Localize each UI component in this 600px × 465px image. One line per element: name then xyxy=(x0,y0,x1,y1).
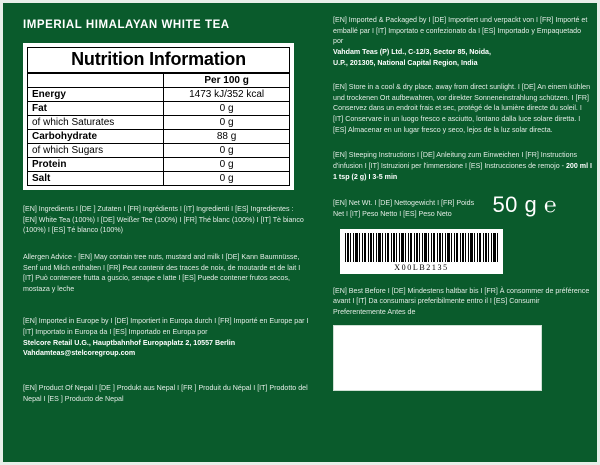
nutrition-table: Nutrition Information Per 100 g Energy 1… xyxy=(26,47,290,186)
net-weight-value: 50 g xyxy=(492,192,538,218)
net-weight-display: 50 g ℮ xyxy=(492,192,557,218)
steeping-instructions-text: [EN] Steeping Instructions I [DE] Anleit… xyxy=(333,151,578,171)
importer-email: Vahdamteas@stelcoregroup.com xyxy=(23,349,136,358)
imported-in-europe-text: [EN] Imported in Europe by I [DE] Import… xyxy=(23,317,309,337)
packager-address-line-2: U.P., 201305, National Capital Region, I… xyxy=(333,58,478,67)
barcode-number: X00LB2135 xyxy=(394,262,449,272)
net-weight-block: [EN] Net Wt. I [DE] Nettogewicht I [FR] … xyxy=(329,192,593,219)
left-column: IMPERIAL HIMALAYAN WHITE TEA Nutrition I… xyxy=(3,3,321,462)
packager-address-line-1: Vahdam Teas (P) Ltd., C-12/3, Sector 85,… xyxy=(333,47,491,56)
nutrition-header-blank xyxy=(26,72,165,88)
right-column: [EN] Imported & Packaged by I [DE] Impor… xyxy=(321,3,597,462)
steeping-instructions-block: [EN] Steeping Instructions I [DE] Anleit… xyxy=(333,150,593,182)
table-row: Fat 0 g xyxy=(26,101,290,116)
barcode: X00LB2135 xyxy=(340,228,503,274)
table-row: of which Saturates 0 g xyxy=(26,115,290,130)
nutrient-name: Salt xyxy=(26,171,165,186)
nutrient-value: 0 g xyxy=(163,115,290,130)
nutrient-value: 0 g xyxy=(163,171,290,186)
steeping-parameters: 200 ml I 1 tsp (2 g) I 3-5 min xyxy=(333,162,592,181)
nutrition-information-panel: Nutrition Information Per 100 g Energy 1… xyxy=(23,43,294,190)
nutrition-header-row: Per 100 g xyxy=(26,72,290,88)
estimated-sign-icon: ℮ xyxy=(543,194,557,218)
nutrient-name: Fat xyxy=(26,101,165,116)
page-title: IMPERIAL HIMALAYAN WHITE TEA xyxy=(23,19,230,31)
net-weight-text: [EN] Net Wt. I [DE] Nettogewicht I [FR] … xyxy=(333,199,475,218)
table-row: Energy 1473 kJ/352 kcal xyxy=(26,87,290,102)
imported-packaged-block: [EN] Imported & Packaged by I [DE] Impor… xyxy=(329,15,593,68)
allergen-advice-text: Allergen Advice - [EN] May contain tree … xyxy=(23,252,301,293)
nutrient-value: 88 g xyxy=(163,129,290,144)
nutrient-value: 0 g xyxy=(163,143,290,158)
imported-in-europe-block: [EN] Imported in Europe by I [DE] Import… xyxy=(19,316,309,359)
storage-instructions-text: [EN] Store in a cool & dry place, away f… xyxy=(333,83,591,134)
table-row: Protein 0 g xyxy=(26,157,290,172)
nutrient-name: Carbohydrate xyxy=(26,129,165,144)
barcode-bars-icon xyxy=(345,232,498,262)
importer-address: Stelcore Retail U.G., Hauptbahnhof Europ… xyxy=(23,338,236,347)
nutrient-value: 0 g xyxy=(163,101,290,116)
nutrition-title-row: Nutrition Information xyxy=(27,47,290,74)
table-row: Salt 0 g xyxy=(26,171,290,186)
table-row: Carbohydrate 88 g xyxy=(26,129,290,144)
nutrient-name: of which Sugars xyxy=(26,143,165,158)
nutrient-value: 1473 kJ/352 kcal xyxy=(163,87,290,102)
nutrient-name: of which Saturates xyxy=(26,115,165,130)
table-row: of which Sugars 0 g xyxy=(26,143,290,158)
nutrition-title: Nutrition Information xyxy=(27,47,290,74)
product-of-nepal-text: [EN] Product Of Nepal I [DE ] Produkt au… xyxy=(23,384,308,403)
nutrient-value: 0 g xyxy=(163,157,290,172)
best-before-date-field[interactable] xyxy=(333,324,542,391)
nutrition-column-header: Per 100 g xyxy=(163,72,290,88)
imported-packaged-text: [EN] Imported & Packaged by I [DE] Impor… xyxy=(333,16,588,46)
ingredients-text: [EN] Ingredients I [DE ] Zutaten I [FR] … xyxy=(23,205,304,235)
nutrient-name: Energy xyxy=(26,87,165,102)
nutrient-name: Protein xyxy=(26,157,165,172)
best-before-text: [EN] Best Before I [DE] Mindestens haltb… xyxy=(333,286,590,316)
